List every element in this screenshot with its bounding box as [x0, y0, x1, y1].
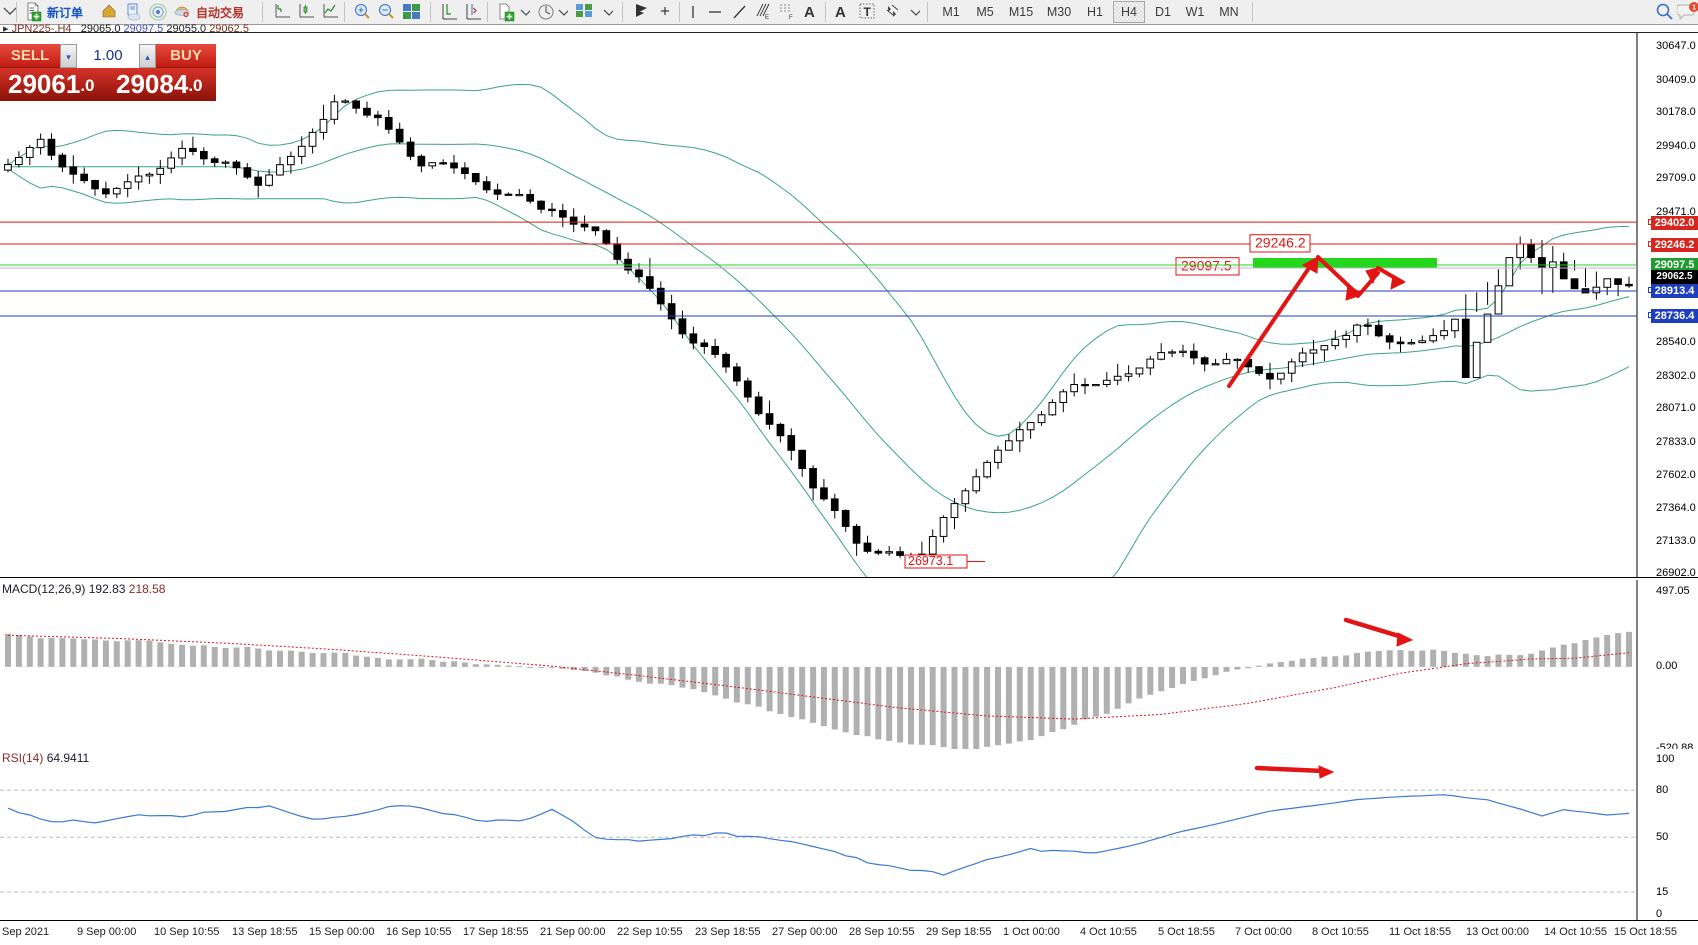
- svg-text:T: T: [864, 5, 872, 19]
- svg-text:1: 1: [1692, 5, 1696, 12]
- svg-text:29246.2: 29246.2: [1255, 235, 1306, 251]
- svg-text:A: A: [835, 4, 846, 21]
- svg-text:E: E: [765, 15, 769, 21]
- svg-text:A: A: [804, 4, 815, 21]
- svg-text:F: F: [789, 15, 793, 21]
- svg-text:26973.1: 26973.1: [908, 554, 953, 568]
